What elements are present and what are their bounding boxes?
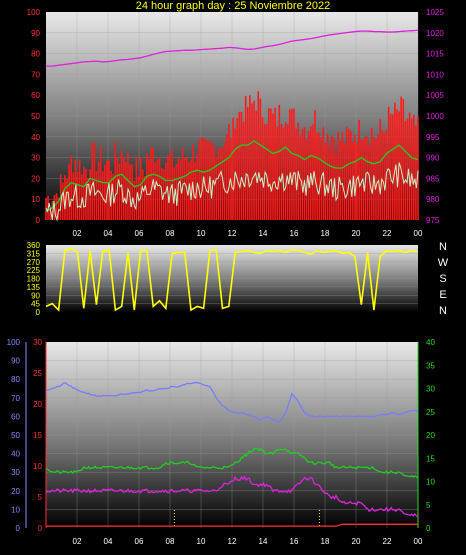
humidity-y-tick-label: 30: [11, 468, 20, 477]
temp-chart-x-tick-label: 06: [135, 537, 144, 546]
temp-chart-x-tick-label: 22: [383, 537, 392, 546]
pressure-y-tick-label: 1010: [426, 70, 444, 79]
humidity-y-tick-label: 90: [11, 357, 20, 366]
wind-chart-x-tick-label: 22: [383, 229, 392, 238]
wind-y-tick-label: 90: [31, 29, 40, 38]
temp-y-tick-label: 30: [33, 338, 42, 347]
wind-avg-line: [45, 140, 419, 213]
humidity-y-tick-label: 10: [11, 505, 20, 514]
direction-y-tick-label: 270: [27, 258, 41, 267]
wind-chart-x-tick-label: 04: [104, 229, 113, 238]
compass-label-s: S: [439, 273, 447, 285]
temp-chart-x-tick-label: 10: [197, 537, 206, 546]
wind-y-tick-label: 70: [31, 70, 40, 79]
wind-chart-x-tick-label: 00: [414, 229, 423, 238]
pressure-y-tick-label: 975: [426, 216, 440, 225]
pressure-y-tick-label: 1025: [426, 8, 444, 17]
temp-chart-x-tick-label: 04: [104, 537, 113, 546]
solar-y-tick-label: 5: [426, 501, 431, 510]
wind-y-tick-label: 30: [31, 154, 40, 163]
pressure-y-tick-label: 1005: [426, 91, 444, 100]
temp-y-tick-label: 0: [38, 524, 43, 533]
direction-y-tick-label: 180: [27, 275, 41, 284]
temp-y-tick-label: 25: [33, 369, 42, 378]
compass-label-w: W: [437, 257, 449, 269]
compass-label-e: E: [439, 289, 447, 301]
solar-y-tick-label: 15: [426, 454, 435, 463]
temp-chart-x-tick-label: 02: [73, 537, 82, 546]
wind-chart-x-tick-label: 16: [290, 229, 299, 238]
solar-line: [45, 447, 419, 479]
solar-y-tick-label: 35: [426, 361, 435, 370]
wind-y-tick-label: 100: [27, 8, 41, 17]
humidity-y-tick-label: 80: [11, 375, 20, 384]
solar-y-tick-label: 10: [426, 478, 435, 487]
wind-y-tick-label: 50: [31, 112, 40, 121]
direction-y-tick-label: 135: [27, 283, 41, 292]
humidity-line: [45, 381, 419, 424]
humidity-y-tick-label: 70: [11, 394, 20, 403]
temp-chart-x-tick-label: 14: [259, 537, 268, 546]
direction-y-tick-label: 315: [27, 249, 41, 258]
wind-y-tick-label: 60: [31, 91, 40, 100]
direction-y-tick-label: 45: [31, 300, 40, 309]
temp-chart-x-tick-label: 18: [321, 537, 330, 546]
humidity-y-tick-label: 40: [11, 450, 20, 459]
temp-chart-x-tick-label: 00: [414, 537, 423, 546]
temp-chart-x-tick-label: 20: [352, 537, 361, 546]
temp-chart-x-tick-label: 12: [228, 537, 237, 546]
direction-y-tick-label: 225: [27, 266, 41, 275]
humidity-y-tick-label: 20: [11, 487, 20, 496]
direction-y-tick-label: 360: [27, 241, 41, 250]
pressure-y-tick-label: 990: [426, 154, 440, 163]
direction-y-tick-label: 0: [36, 308, 41, 317]
wind-chart-x-tick-label: 18: [321, 229, 330, 238]
humidity-y-tick-label: 50: [11, 431, 20, 440]
humidity-y-tick-label: 100: [7, 338, 21, 347]
wind-min-line: [45, 162, 419, 222]
pressure-y-tick-label: 1020: [426, 29, 444, 38]
solar-y-tick-label: 20: [426, 431, 435, 440]
temperature-line: [45, 475, 419, 518]
chart-title: 24 hour graph day : 25 Noviembre 2022: [135, 0, 331, 12]
wind-chart-x-tick-label: 10: [197, 229, 206, 238]
wind-chart-x-tick-label: 02: [73, 229, 82, 238]
temp-y-tick-label: 10: [33, 462, 42, 471]
pressure-y-tick-label: 995: [426, 133, 440, 142]
compass-label-n2: N: [439, 305, 447, 317]
pressure-line: [46, 29, 419, 67]
pressure-y-tick-label: 980: [426, 195, 440, 204]
temp-y-tick-label: 20: [33, 400, 42, 409]
solar-y-tick-label: 0: [426, 524, 431, 533]
humidity-y-tick-label: 60: [11, 412, 20, 421]
wind-y-tick-label: 40: [31, 133, 40, 142]
wind-chart-x-tick-label: 20: [352, 229, 361, 238]
wind-y-tick-label: 20: [31, 174, 40, 183]
solar-y-tick-label: 30: [426, 385, 435, 394]
direction-y-tick-label: 90: [31, 291, 40, 300]
wind-chart-x-tick-label: 12: [228, 229, 237, 238]
temp-y-tick-label: 5: [38, 493, 43, 502]
wind-y-tick-label: 0: [36, 216, 41, 225]
temp-chart-x-tick-label: 08: [166, 537, 175, 546]
humidity-y-tick-label: 0: [16, 524, 21, 533]
pressure-y-tick-label: 985: [426, 174, 440, 183]
solar-y-tick-label: 40: [426, 338, 435, 347]
wind-y-tick-label: 80: [31, 50, 40, 59]
wind-y-tick-label: 10: [31, 195, 40, 204]
compass-label-n: N: [439, 241, 447, 253]
solar-y-tick-label: 25: [426, 408, 435, 417]
temp-y-tick-label: 15: [33, 431, 42, 440]
temp-chart-x-tick-label: 16: [290, 537, 299, 546]
pressure-y-tick-label: 1015: [426, 50, 444, 59]
wind-chart-x-tick-label: 14: [259, 229, 268, 238]
wind-chart-x-tick-label: 08: [166, 229, 175, 238]
rain-line: [46, 523, 418, 527]
pressure-y-tick-label: 1000: [426, 112, 444, 121]
wind-direction-line: [45, 247, 419, 312]
wind-chart-x-tick-label: 06: [135, 229, 144, 238]
